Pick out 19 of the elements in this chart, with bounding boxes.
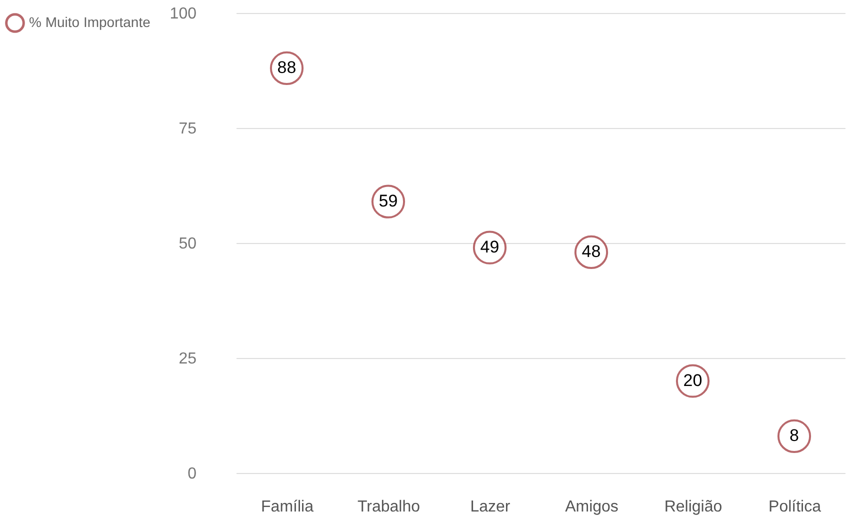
data-label: 88 [277, 58, 296, 78]
x-tick-label: Lazer [470, 498, 511, 516]
y-tick-label: 50 [178, 236, 197, 252]
y-tick-label: 25 [178, 350, 197, 368]
data-label: 48 [582, 242, 601, 262]
x-tick-label: Família [261, 498, 314, 516]
y-tick-label: 0 [188, 466, 197, 482]
x-tick-label: Amigos [565, 498, 618, 516]
x-tick-label: Religião [664, 498, 722, 516]
x-tick-label: Trabalho [357, 498, 420, 516]
data-label: 49 [480, 238, 500, 257]
y-tick-label: 100 [170, 6, 197, 22]
y-tick-label: 75 [178, 120, 197, 138]
x-tick-label: Política [768, 498, 822, 516]
data-label: 20 [683, 371, 702, 390]
legend-label: % Muito Importante [29, 14, 151, 30]
data-label: 59 [378, 192, 398, 211]
data-label: 8 [790, 426, 799, 446]
point [777, 419, 812, 453]
